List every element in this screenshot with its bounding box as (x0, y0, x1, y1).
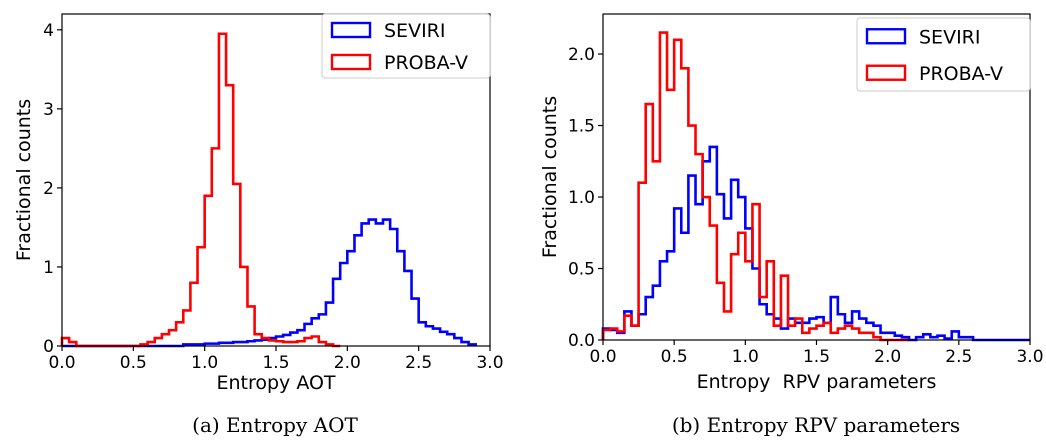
panel-a-legend-box (321, 13, 491, 79)
panel-b-series-proba-v (601, 31, 910, 342)
panel-a-y-tick-label: 3 (43, 100, 54, 120)
panel-b-y-tick-label: 2.0 (568, 45, 595, 65)
panel-a-x-tick-label: 0.5 (120, 353, 147, 373)
panel-b-x-tick-label: 1.5 (803, 347, 830, 367)
panel-b-x-tick-label: 3.0 (1016, 347, 1043, 367)
panel-b-y-tick-label: 1.0 (568, 188, 595, 208)
panel-a-x-tick-label: 1.0 (191, 353, 218, 373)
panel-a-legend-label: SEVIRI (384, 20, 445, 42)
panel-a-y-tick-label: 4 (43, 21, 54, 41)
panel-b-series-seviri (601, 145, 1030, 342)
panel-b-x-tick-label: 0.0 (589, 347, 616, 367)
panel-b: 0.0 0.5 1.0 1.5 2.0 2.5 3.0 0.0 0.5 1.0 1.5 2.0 Fra… (539, 13, 1044, 437)
panel-a-y-tick-label: 0 (43, 337, 54, 357)
panel-b-legend: SEVIRI PROBA-V (856, 17, 1031, 92)
panel-a-series (60, 32, 478, 348)
panel-a-legend-swatch-seviri (330, 21, 372, 39)
panel-a-x-tick-label: 3.0 (476, 353, 503, 373)
panel-b-series (601, 31, 1030, 342)
panel-b-legend-swatch-seviri (865, 28, 907, 45)
panel-a-x-tick-label: 0.0 (48, 353, 75, 373)
panel-a-series-proba-v (60, 32, 341, 348)
panel-a-x-tick-label: 1.5 (262, 353, 289, 373)
panel-a-legend: SEVIRI PROBA-V (321, 13, 491, 79)
panel-a-x-axis-label: Entropy AOT (216, 372, 335, 394)
panel-b-caption: (b) Entropy RPV parameters (672, 413, 960, 437)
panel-b-x-tick-label: 0.5 (661, 347, 688, 367)
panel-a-axes: 0.0 0.5 1.0 1.5 2.0 2.5 3.0 0 1 2 3 4 (43, 13, 504, 373)
panel-b-x-tick-label: 2.0 (874, 347, 901, 367)
panel-a-x-tick-label: 2.0 (334, 353, 361, 373)
panel-b-x-axis-label: Entropy RPV parameters (697, 371, 937, 393)
panel-b-y-tick-label: 1.5 (568, 117, 595, 137)
panel-b-axes: 0.0 0.5 1.0 1.5 2.0 2.5 3.0 0.0 0.5 1.0 1.5 2.0 (568, 13, 1044, 367)
panel-b-y-axis-label: Fractional counts (539, 96, 561, 258)
panel-b-y-tick-label: 0.0 (568, 331, 595, 351)
panel-a-x-tick-label: 2.5 (405, 353, 432, 373)
panel-b-x-tick-label: 1.0 (732, 347, 759, 367)
panel-b-y-tick-label: 0.5 (568, 260, 595, 280)
panel-a-caption: (a) Entropy AOT (192, 413, 358, 437)
panel-b-x-tick-label: 2.5 (945, 347, 972, 367)
panel-a: 0.0 0.5 1.0 1.5 2.0 2.5 3.0 0 1 2 3 4 Fractional co… (13, 13, 504, 437)
panel-a-legend-swatch-proba-v (330, 53, 372, 71)
panel-a-y-tick-label: 1 (43, 258, 54, 278)
panel-a-legend-label: PROBA-V (384, 52, 468, 74)
panel-a-series-seviri (62, 218, 478, 348)
panel-a-y-axis-label: Fractional counts (13, 99, 35, 261)
panel-b-legend-box (856, 17, 1031, 92)
panel-b-legend-swatch-proba-v (865, 64, 907, 81)
panel-b-legend-label: PROBA-V (919, 63, 1003, 85)
panel-a-y-tick-label: 2 (43, 179, 54, 199)
panel-b-legend-label: SEVIRI (919, 26, 980, 48)
